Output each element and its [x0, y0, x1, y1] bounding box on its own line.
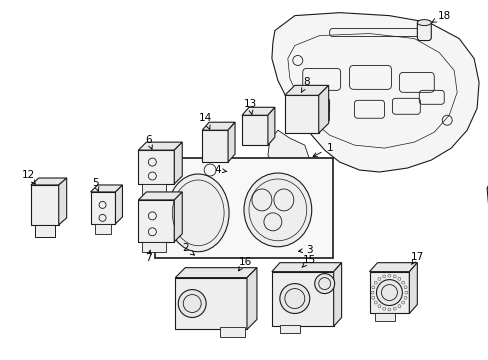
Polygon shape	[318, 85, 328, 133]
Text: 16: 16	[238, 257, 251, 271]
Text: 7: 7	[145, 250, 151, 263]
Text: 9: 9	[0, 359, 1, 360]
Bar	[271, 272, 333, 327]
Text: 10: 10	[0, 359, 1, 360]
Polygon shape	[59, 178, 66, 225]
Bar	[375, 314, 395, 321]
Text: 2: 2	[182, 243, 194, 255]
Polygon shape	[267, 107, 274, 145]
Bar	[138, 200, 174, 242]
Polygon shape	[486, 184, 488, 210]
Bar	[242, 115, 267, 145]
Polygon shape	[271, 263, 341, 272]
Bar	[202, 130, 227, 162]
Bar	[369, 272, 408, 314]
Bar	[220, 328, 244, 337]
Ellipse shape	[279, 284, 309, 314]
Text: 18: 18	[431, 11, 450, 22]
Ellipse shape	[167, 174, 228, 252]
Polygon shape	[174, 192, 182, 242]
Bar	[31, 185, 59, 225]
Ellipse shape	[416, 20, 430, 26]
Polygon shape	[174, 142, 182, 184]
Polygon shape	[175, 268, 256, 278]
Text: 15: 15	[302, 255, 316, 267]
Polygon shape	[271, 13, 478, 172]
Bar	[142, 184, 166, 194]
Bar	[285, 95, 318, 133]
Polygon shape	[369, 263, 416, 272]
Polygon shape	[285, 85, 328, 95]
Text: 5: 5	[92, 178, 99, 191]
Polygon shape	[408, 263, 416, 314]
Text: 3: 3	[298, 245, 312, 255]
Ellipse shape	[244, 173, 311, 247]
Polygon shape	[31, 178, 66, 185]
Text: 11: 11	[0, 359, 1, 360]
Bar	[138, 150, 174, 184]
Ellipse shape	[178, 289, 206, 318]
Bar	[279, 325, 299, 333]
Bar	[142, 242, 166, 252]
Polygon shape	[227, 122, 235, 162]
Polygon shape	[333, 263, 341, 327]
Polygon shape	[138, 142, 182, 150]
Bar	[318, 100, 328, 120]
Bar	[90, 192, 115, 224]
Bar	[155, 158, 332, 258]
Polygon shape	[486, 176, 488, 188]
Ellipse shape	[314, 274, 334, 293]
Ellipse shape	[376, 280, 402, 306]
Polygon shape	[246, 268, 256, 329]
Text: 1: 1	[312, 143, 332, 156]
Polygon shape	[138, 192, 182, 200]
Polygon shape	[267, 130, 309, 178]
Text: 17: 17	[410, 252, 423, 265]
Bar	[35, 225, 55, 237]
Bar	[175, 278, 246, 329]
Text: 6: 6	[145, 135, 152, 149]
Polygon shape	[90, 185, 122, 192]
Polygon shape	[242, 107, 274, 115]
Text: 8: 8	[301, 77, 309, 93]
Text: 4: 4	[214, 165, 226, 175]
Text: 12: 12	[22, 170, 36, 184]
Polygon shape	[115, 185, 122, 224]
Polygon shape	[202, 122, 235, 130]
FancyBboxPatch shape	[416, 21, 430, 41]
Text: 14: 14	[198, 113, 211, 129]
Text: 13: 13	[243, 99, 256, 115]
Bar	[94, 224, 110, 234]
